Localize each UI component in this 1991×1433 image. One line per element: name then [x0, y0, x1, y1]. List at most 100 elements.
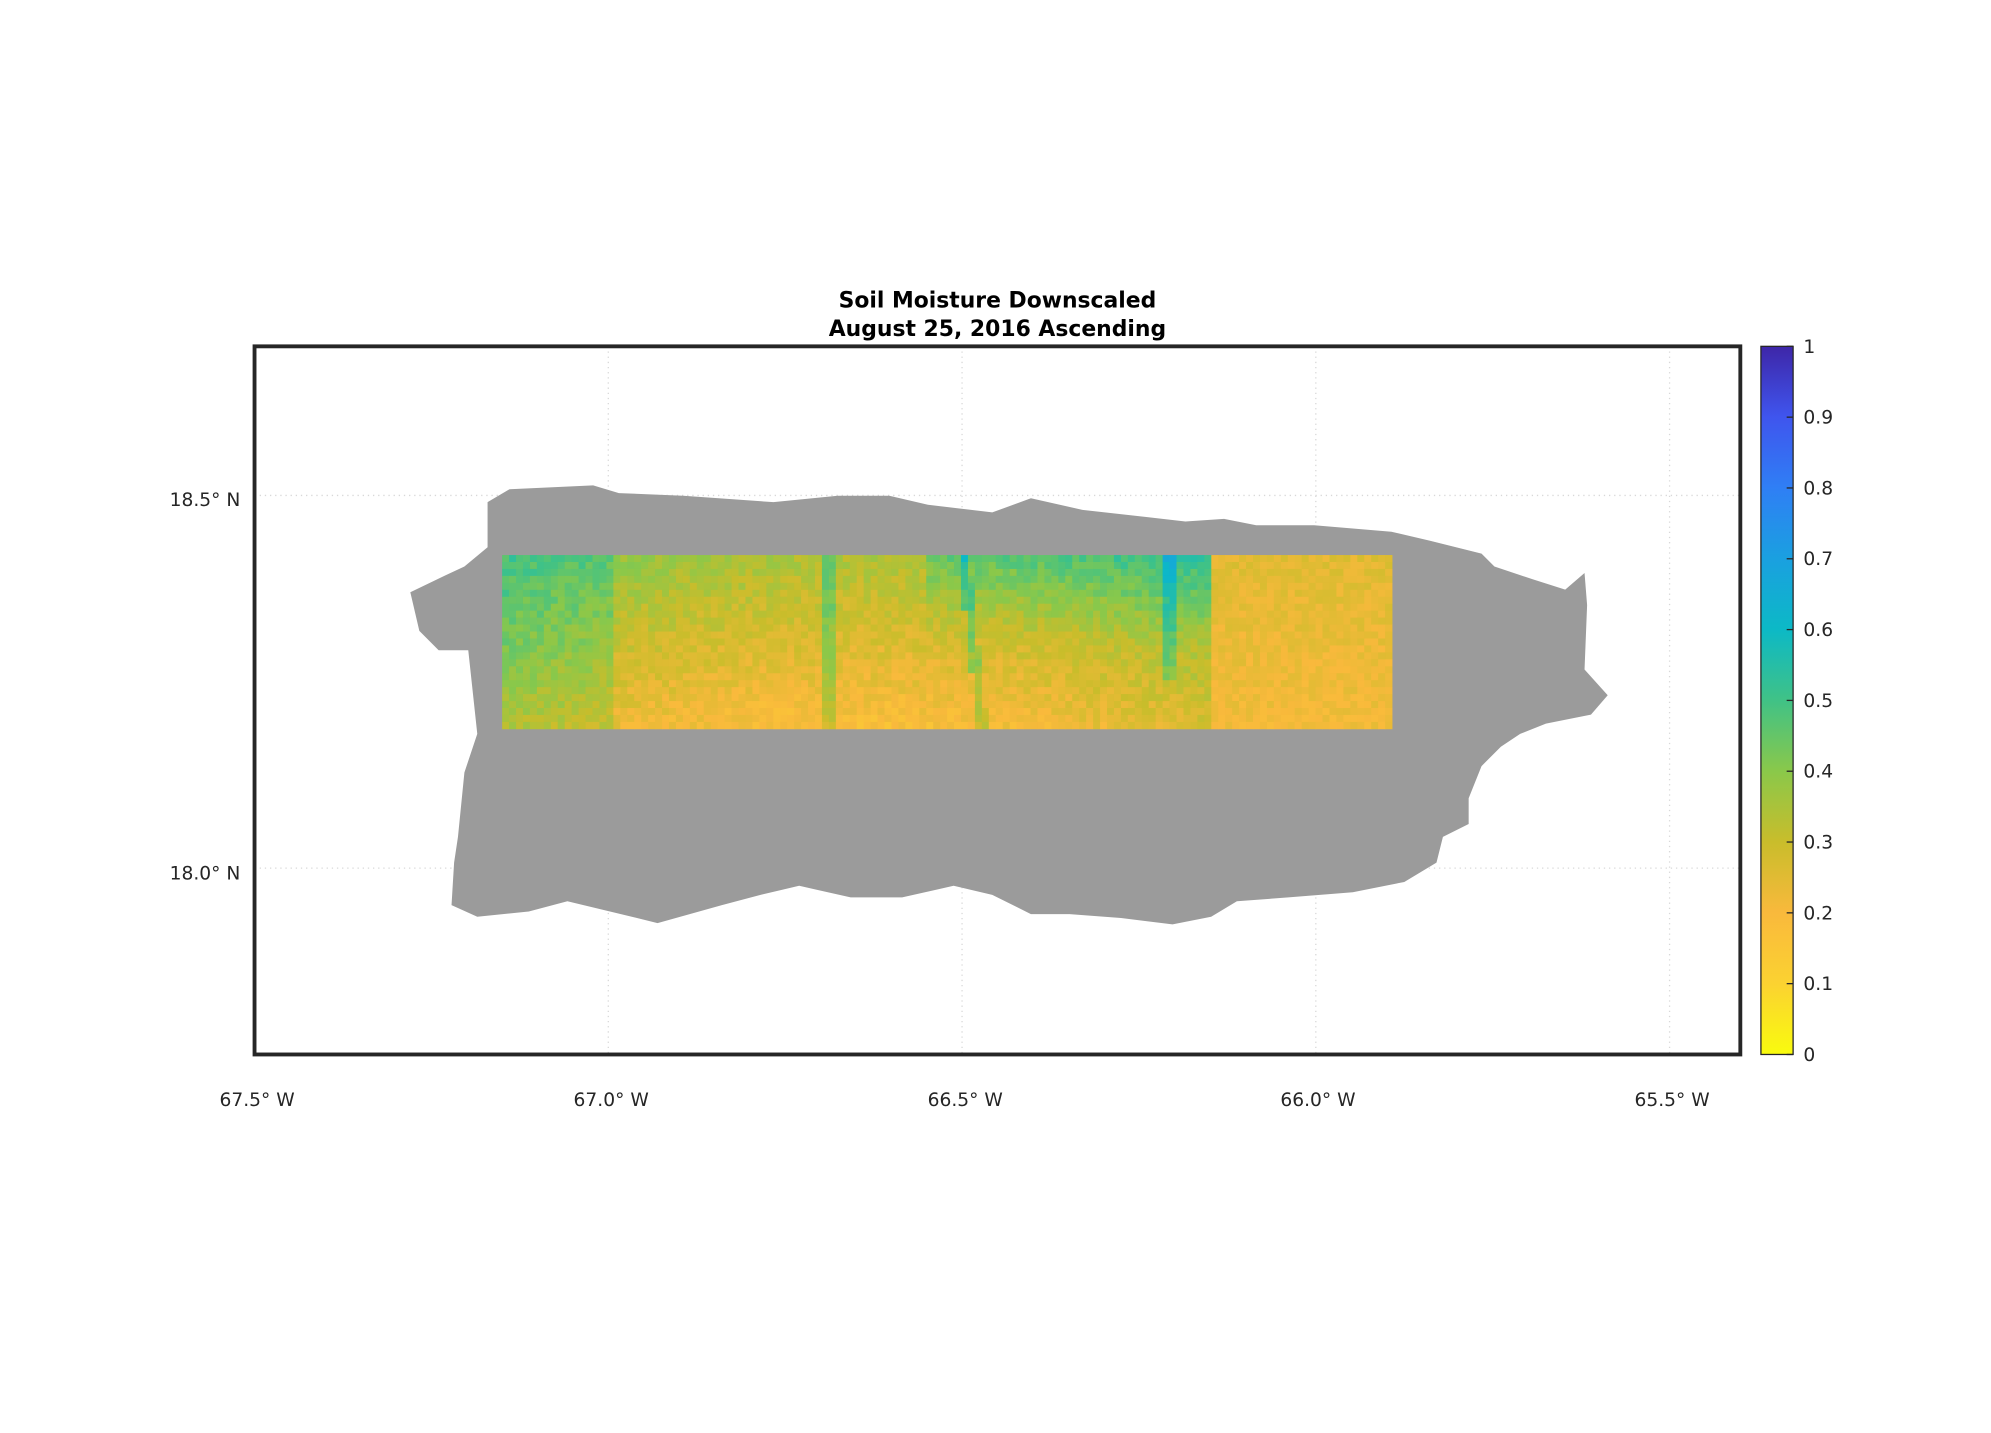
heatmap-cell — [898, 708, 906, 716]
heatmap-cell — [550, 721, 559, 730]
heatmap-cell — [599, 694, 607, 702]
heatmap-cell — [516, 617, 524, 625]
heatmap-cell — [828, 721, 837, 730]
heatmap-cell — [655, 659, 663, 667]
heatmap-cell — [1294, 714, 1303, 723]
heatmap-cell — [856, 568, 865, 577]
heatmap-cell — [759, 631, 767, 639]
heatmap-cell — [675, 575, 684, 584]
heatmap-cell — [801, 610, 809, 619]
heatmap-cell — [856, 687, 865, 695]
heatmap-cell — [1253, 555, 1261, 563]
heatmap-cell — [808, 631, 816, 639]
heatmap-cell — [1079, 714, 1087, 723]
heatmap-cell — [1211, 645, 1219, 653]
heatmap-cell — [1044, 561, 1052, 570]
heatmap-cell — [1016, 617, 1024, 625]
heatmap-cell — [1246, 652, 1254, 660]
heatmap-cell — [1294, 596, 1303, 605]
heatmap-cell — [689, 687, 698, 695]
heatmap-cell — [814, 721, 823, 730]
heatmap-cell — [891, 721, 899, 730]
heatmap-cell — [960, 666, 969, 674]
heatmap-cell — [648, 638, 656, 646]
heatmap-cell — [1113, 631, 1122, 639]
heatmap-cell — [870, 603, 878, 612]
heatmap-cell — [856, 561, 865, 570]
heatmap-cell — [1378, 652, 1386, 660]
heatmap-cell — [1113, 624, 1122, 632]
heatmap-cell — [1134, 687, 1143, 695]
heatmap-cell — [634, 624, 642, 632]
heatmap-cell — [933, 589, 941, 598]
heatmap-cell — [821, 631, 830, 639]
heatmap-cell — [1058, 624, 1066, 632]
heatmap-cell — [1023, 596, 1031, 605]
heatmap-cell — [954, 610, 962, 619]
heatmap-cell — [870, 680, 878, 688]
heatmap-cell — [828, 589, 837, 598]
heatmap-cell — [606, 708, 614, 716]
heatmap-cell — [940, 694, 948, 702]
lat-tick-label: 18.0° N — [170, 863, 241, 884]
heatmap-cell — [1093, 694, 1101, 702]
heatmap-cell — [856, 631, 865, 639]
heatmap-cell — [794, 694, 802, 702]
heatmap-cell — [1072, 708, 1080, 716]
heatmap-cell — [668, 561, 677, 570]
heatmap-cell — [1106, 568, 1115, 577]
heatmap-cell — [738, 645, 746, 653]
heatmap-cell — [884, 694, 892, 702]
heatmap-cell — [1266, 596, 1275, 605]
heatmap-cell — [1155, 680, 1164, 688]
title-line-1: Soil Moisture Downscaled — [839, 289, 1157, 314]
heatmap-cell — [1308, 666, 1316, 674]
heatmap-cell — [1371, 687, 1379, 695]
heatmap-cell — [856, 610, 865, 619]
heatmap-cell — [1253, 652, 1261, 660]
heatmap-cell — [1273, 638, 1282, 646]
heatmap-cell — [1273, 673, 1282, 681]
heatmap-cell — [668, 589, 677, 598]
heatmap-cell — [522, 555, 531, 563]
heatmap-cell — [1037, 568, 1045, 577]
heatmap-cell — [919, 568, 927, 577]
heatmap-cell — [1100, 575, 1108, 584]
heatmap-cell — [1350, 708, 1358, 716]
heatmap-cell — [849, 624, 858, 632]
heatmap-cell — [1204, 687, 1212, 695]
heatmap-cell — [1315, 645, 1323, 653]
heatmap-cell — [863, 701, 871, 709]
heatmap-cell — [689, 714, 698, 723]
heatmap-cell — [1280, 603, 1289, 612]
heatmap-cell — [613, 596, 621, 605]
heatmap-cell — [564, 645, 573, 653]
heatmap-cell — [1016, 680, 1024, 688]
heatmap-cell — [529, 714, 538, 723]
heatmap-cell — [1239, 575, 1247, 584]
heatmap-cell — [682, 708, 691, 716]
heatmap-cell — [1155, 589, 1164, 598]
heatmap-cell — [1211, 582, 1219, 591]
heatmap-cell — [780, 603, 788, 612]
heatmap-cell — [1204, 673, 1212, 681]
heatmap-cell — [1336, 721, 1344, 730]
heatmap-cell — [1072, 589, 1080, 598]
heatmap-cell — [1072, 582, 1080, 591]
heatmap-cell — [1086, 721, 1094, 730]
heatmap-cell — [1072, 714, 1080, 723]
heatmap-cell — [1162, 652, 1170, 660]
heatmap-cell — [870, 610, 878, 619]
heatmap-cell — [550, 589, 559, 598]
heatmap-cell — [1239, 638, 1247, 646]
heatmap-cell — [1350, 666, 1358, 674]
heatmap-cell — [655, 638, 663, 646]
heatmap-cell — [1002, 666, 1011, 674]
heatmap-cell — [731, 714, 739, 723]
heatmap-cell — [641, 631, 649, 639]
heatmap-cell — [842, 694, 851, 702]
heatmap-cell — [1051, 652, 1059, 660]
heatmap-cell — [1246, 708, 1254, 716]
heatmap-cell — [960, 568, 969, 577]
heatmap-cell — [1315, 610, 1323, 619]
